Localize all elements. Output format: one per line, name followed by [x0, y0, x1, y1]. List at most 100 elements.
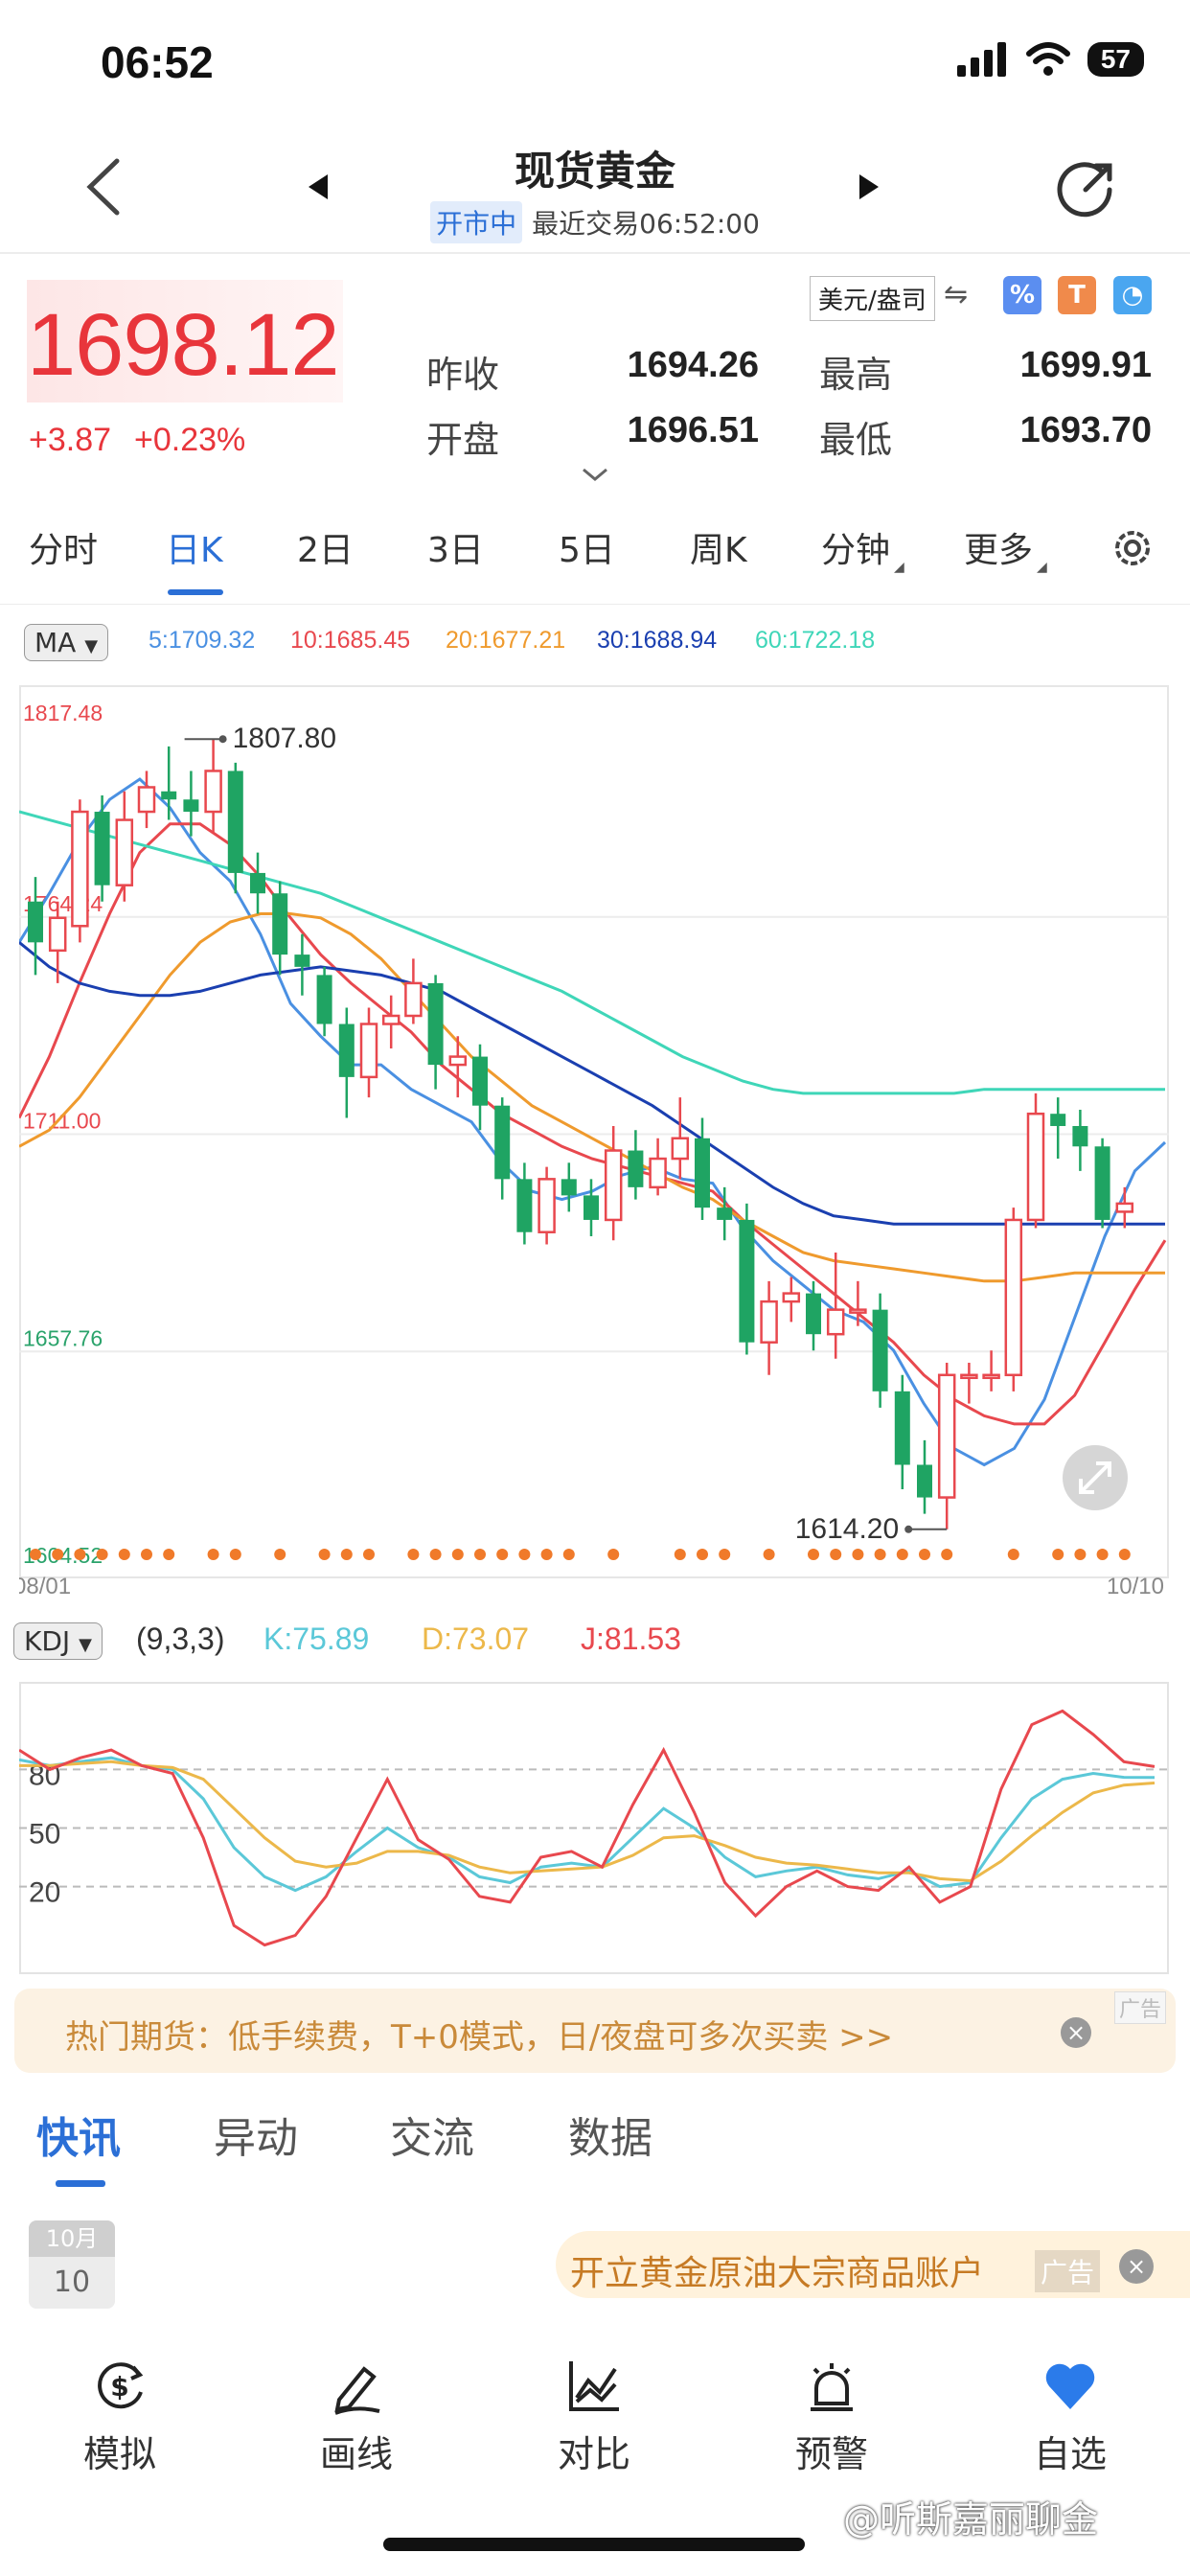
home-indicator[interactable]: [383, 2538, 805, 2551]
account-ad-close-icon[interactable]: ×: [1119, 2249, 1154, 2284]
tab-community[interactable]: 交流: [390, 2114, 474, 2163]
candle: [937, 1363, 956, 1530]
banner-close-icon[interactable]: ×: [1061, 2017, 1091, 2048]
account-ad-text[interactable]: 开立黄金原油大宗商品账户: [570, 2254, 985, 2293]
ma-selector[interactable]: MA ▼: [24, 624, 109, 661]
tab-weekly-k[interactable]: 周K: [690, 531, 747, 570]
tab-intraday[interactable]: 分时: [29, 531, 99, 570]
next-instrument-icon[interactable]: [858, 172, 881, 201]
candle: [584, 1179, 599, 1236]
event-dot[interactable]: [318, 1549, 331, 1560]
candle: [71, 799, 89, 943]
y-axis-label: 1711.00: [23, 1109, 101, 1134]
event-dot[interactable]: [141, 1549, 152, 1560]
nav-simulate[interactable]: $ 模拟: [43, 2358, 196, 2477]
last-trade-time: 最近交易06:52:00: [532, 208, 760, 240]
event-dot[interactable]: [52, 1549, 64, 1560]
candle: [917, 1439, 932, 1514]
tab-data[interactable]: 数据: [568, 2114, 652, 2163]
fullscreen-button[interactable]: [1063, 1445, 1128, 1510]
event-dot[interactable]: [874, 1549, 886, 1560]
event-dot[interactable]: [340, 1549, 353, 1560]
tab-2day[interactable]: 2日: [297, 531, 354, 570]
ma-legend-60: 60:1722.18: [755, 627, 876, 654]
banner-text[interactable]: 热门期货：低手续费，T+0模式，日/夜盘可多次买卖 >>: [65, 2018, 894, 2057]
event-dot[interactable]: [496, 1549, 509, 1560]
event-dot[interactable]: [229, 1549, 241, 1560]
event-dot[interactable]: [562, 1549, 575, 1560]
back-icon[interactable]: [77, 153, 134, 220]
event-dot[interactable]: [274, 1549, 286, 1560]
prev-instrument-icon[interactable]: [307, 172, 330, 201]
percent-icon[interactable]: %: [1003, 276, 1041, 314]
nav-watchlist[interactable]: 自选: [994, 2358, 1147, 2477]
tab-more[interactable]: 更多 ◢: [964, 522, 1047, 575]
event-dot[interactable]: [1074, 1549, 1087, 1560]
share-icon[interactable]: [1054, 158, 1117, 221]
tab-movement[interactable]: 异动: [214, 2114, 298, 2163]
event-dot[interactable]: [540, 1549, 553, 1560]
stat-value-low: 1693.70: [1019, 410, 1152, 450]
event-dot[interactable]: [1007, 1549, 1019, 1560]
event-dot[interactable]: [919, 1549, 930, 1560]
candle: [472, 1044, 488, 1131]
kdj-d-line: [19, 1760, 1156, 1883]
event-dot[interactable]: [363, 1549, 375, 1560]
event-dot[interactable]: [607, 1549, 620, 1560]
candle: [1026, 1092, 1045, 1229]
expand-chevron-icon[interactable]: [582, 468, 608, 481]
tab-flash-news[interactable]: 快讯: [36, 2114, 121, 2163]
event-dot[interactable]: [1096, 1549, 1109, 1560]
event-dot[interactable]: [896, 1549, 908, 1560]
event-dot[interactable]: [674, 1549, 686, 1560]
tab-3day[interactable]: 3日: [427, 531, 484, 570]
event-dot[interactable]: [96, 1549, 108, 1560]
event-dot[interactable]: [207, 1549, 219, 1560]
status-time: 06:52: [101, 37, 214, 87]
settings-gear-icon[interactable]: [1110, 525, 1156, 571]
event-dot[interactable]: [830, 1549, 842, 1560]
candle: [494, 1097, 511, 1200]
nav-alert[interactable]: 预警: [755, 2358, 908, 2477]
unit-selector[interactable]: 美元/盎司: [810, 276, 935, 321]
event-dot[interactable]: [941, 1549, 953, 1560]
event-dot[interactable]: [763, 1549, 775, 1560]
tab-5day[interactable]: 5日: [559, 531, 615, 570]
event-dot[interactable]: [518, 1549, 531, 1560]
swap-unit-icon[interactable]: ⇋: [944, 278, 969, 311]
candle: [48, 901, 67, 983]
ma-label: MA: [34, 627, 77, 658]
event-dot[interactable]: [451, 1549, 464, 1560]
pie-chart-icon[interactable]: ◔: [1113, 276, 1152, 314]
event-dot[interactable]: [30, 1549, 41, 1560]
event-dot[interactable]: [429, 1549, 442, 1560]
event-dot[interactable]: [407, 1549, 420, 1560]
price-highlight: [27, 280, 343, 402]
futures-banner[interactable]: [14, 1989, 1176, 2073]
event-dot[interactable]: [474, 1549, 486, 1560]
event-dot[interactable]: [1052, 1549, 1064, 1560]
event-dot[interactable]: [118, 1549, 130, 1560]
event-dot[interactable]: [697, 1549, 708, 1560]
nav-compare[interactable]: 对比: [517, 2358, 671, 2477]
event-dot[interactable]: [808, 1549, 819, 1560]
event-dot[interactable]: [74, 1549, 86, 1560]
candle: [538, 1166, 556, 1245]
tool-icon[interactable]: T: [1058, 276, 1096, 314]
candle: [338, 1007, 355, 1118]
candle: [806, 1280, 821, 1351]
nav-draw-line[interactable]: 画线: [280, 2358, 433, 2477]
tab-minute[interactable]: 分钟 ◢: [821, 522, 904, 575]
event-dot[interactable]: [852, 1549, 864, 1560]
candle: [115, 791, 134, 902]
candle: [1115, 1186, 1134, 1229]
event-dot[interactable]: [1118, 1549, 1131, 1560]
tab-daily-k[interactable]: 日K: [166, 531, 223, 570]
event-dot[interactable]: [719, 1549, 731, 1560]
kdj-selector[interactable]: KDJ ▼: [13, 1622, 103, 1660]
event-dot[interactable]: [163, 1549, 175, 1560]
stat-label-open: 开盘: [426, 419, 500, 461]
battery-icon: 57: [1087, 42, 1144, 77]
